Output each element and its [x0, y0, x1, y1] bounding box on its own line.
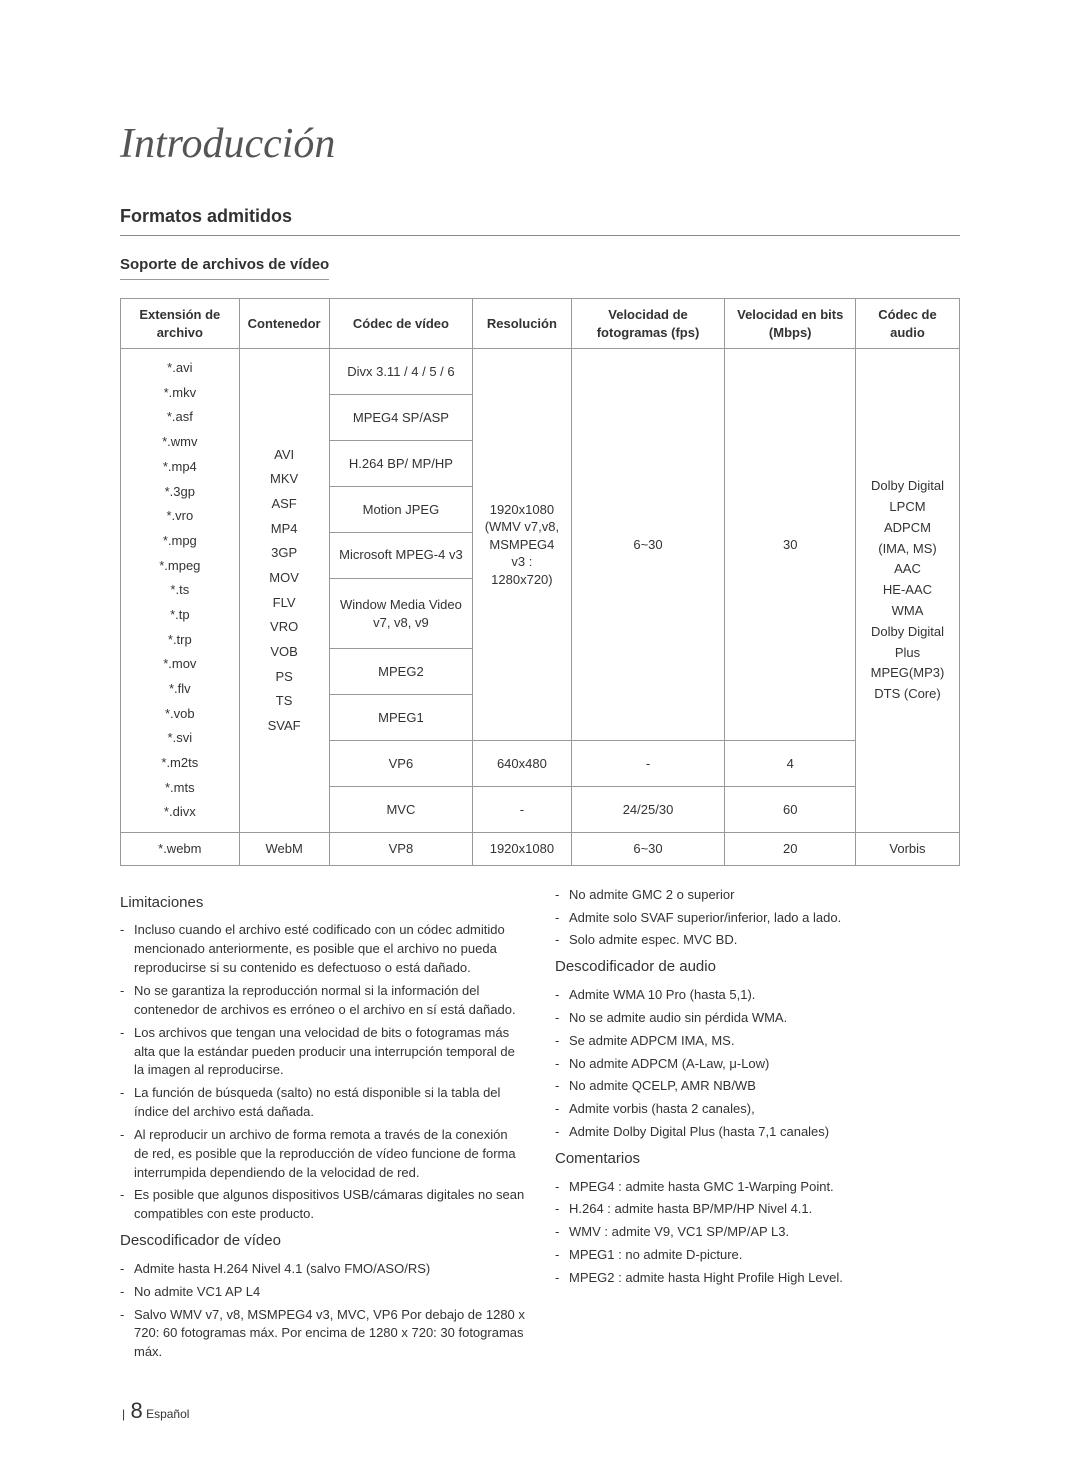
cell-fps-main: 6~30	[571, 349, 725, 741]
cell-webm-fps: 6~30	[571, 833, 725, 866]
list-item: Incluso cuando el archivo esté codificad…	[120, 921, 525, 978]
list-video-decoder: Admite hasta H.264 Nivel 4.1 (salvo FMO/…	[120, 1260, 525, 1362]
list-item: Admite WMA 10 Pro (hasta 5,1).	[555, 986, 960, 1005]
cell-vcodec-8: MPEG1	[329, 695, 473, 741]
cell-webm-acodec: Vorbis	[855, 833, 959, 866]
heading-limitaciones: Limitaciones	[120, 892, 525, 914]
cell-webm-container: WebM	[239, 833, 329, 866]
list-item: Los archivos que tengan una velocidad de…	[120, 1024, 525, 1081]
th-mbps: Velocidad en bits (Mbps)	[725, 299, 856, 349]
list-item: MPEG1 : no admite D-picture.	[555, 1246, 960, 1265]
cell-vp6-mbps: 4	[725, 741, 856, 787]
list-item: Al reproducir un archivo de forma remota…	[120, 1126, 525, 1183]
cell-vcodec-5: Microsoft MPEG-4 v3	[329, 532, 473, 578]
formats-table: Extensión de archivo Contenedor Códec de…	[120, 298, 960, 866]
right-column: No admite GMC 2 o superior Admite solo S…	[555, 886, 960, 1366]
footer-lang: Español	[146, 1407, 189, 1421]
list-limitaciones: Incluso cuando el archivo esté codificad…	[120, 921, 525, 1224]
cell-mbps-main: 30	[725, 349, 856, 741]
footer-sep: |	[122, 1407, 125, 1421]
footer-pagenum: 8	[130, 1398, 142, 1423]
cell-acodec-main: Dolby DigitalLPCMADPCM(IMA, MS)AACHE-AAC…	[855, 349, 959, 833]
heading-comments: Comentarios	[555, 1148, 960, 1170]
heading-audio-decoder: Descodificador de audio	[555, 956, 960, 978]
th-vcodec: Códec de vídeo	[329, 299, 473, 349]
list-item: WMV : admite V9, VC1 SP/MP/AP L3.	[555, 1223, 960, 1242]
cell-vcodec-7: MPEG2	[329, 649, 473, 695]
cell-vcodec-10: MVC	[329, 787, 473, 833]
heading-video-decoder: Descodificador de vídeo	[120, 1230, 525, 1252]
page-title: Introducción	[120, 120, 960, 168]
cell-vcodec-9: VP6	[329, 741, 473, 787]
th-res: Resolución	[473, 299, 571, 349]
list-item: MPEG4 : admite hasta GMC 1-Warping Point…	[555, 1178, 960, 1197]
cell-vcodec-1: Divx 3.11 / 4 / 5 / 6	[329, 349, 473, 395]
th-container: Contenedor	[239, 299, 329, 349]
cell-res-main: 1920x1080(WMV v7,v8,MSMPEG4 v3 :1280x720…	[473, 349, 571, 741]
th-acodec: Códec de audio	[855, 299, 959, 349]
list-item: Solo admite espec. MVC BD.	[555, 931, 960, 950]
list-continued: No admite GMC 2 o superior Admite solo S…	[555, 886, 960, 951]
cell-webm-mbps: 20	[725, 833, 856, 866]
cell-extensions: *.avi*.mkv*.asf*.wmv*.mp4*.3gp*.vro*.mpg…	[121, 349, 240, 833]
cell-mvc-res: -	[473, 787, 571, 833]
cell-vcodec-6: Window Media Video v7, v8, v9	[329, 578, 473, 649]
left-column: Limitaciones Incluso cuando el archivo e…	[120, 886, 525, 1366]
cell-webm-ext: *.webm	[121, 833, 240, 866]
list-comments: MPEG4 : admite hasta GMC 1-Warping Point…	[555, 1178, 960, 1288]
subsection-heading: Soporte de archivos de vídeo	[120, 256, 329, 280]
th-fps: Velocidad de fotogramas (fps)	[571, 299, 725, 349]
cell-mvc-fps: 24/25/30	[571, 787, 725, 833]
list-item: No se garantiza la reproducción normal s…	[120, 982, 525, 1020]
list-item: No admite ADPCM (A-Law, μ-Low)	[555, 1055, 960, 1074]
list-item: Salvo WMV v7, v8, MSMPEG4 v3, MVC, VP6 P…	[120, 1306, 525, 1363]
list-item: No admite QCELP, AMR NB/WB	[555, 1077, 960, 1096]
list-item: Es posible que algunos dispositivos USB/…	[120, 1186, 525, 1224]
th-ext: Extensión de archivo	[121, 299, 240, 349]
section-heading: Formatos admitidos	[120, 206, 960, 236]
cell-vcodec-4: Motion JPEG	[329, 486, 473, 532]
cell-vcodec-3: H.264 BP/ MP/HP	[329, 440, 473, 486]
list-item: La función de búsqueda (salto) no está d…	[120, 1084, 525, 1122]
cell-containers: AVIMKVASFMP43GPMOVFLVVROVOBPSTSSVAF	[239, 349, 329, 833]
cell-webm-vcodec: VP8	[329, 833, 473, 866]
list-item: Admite vorbis (hasta 2 canales),	[555, 1100, 960, 1119]
cell-webm-res: 1920x1080	[473, 833, 571, 866]
list-item: H.264 : admite hasta BP/MP/HP Nivel 4.1.	[555, 1200, 960, 1219]
list-item: Admite Dolby Digital Plus (hasta 7,1 can…	[555, 1123, 960, 1142]
list-item: Admite hasta H.264 Nivel 4.1 (salvo FMO/…	[120, 1260, 525, 1279]
list-audio-decoder: Admite WMA 10 Pro (hasta 5,1). No se adm…	[555, 986, 960, 1142]
page-footer: | 8 Español	[120, 1398, 189, 1424]
cell-vp6-fps: -	[571, 741, 725, 787]
list-item: No admite GMC 2 o superior	[555, 886, 960, 905]
cell-vcodec-2: MPEG4 SP/ASP	[329, 395, 473, 441]
list-item: MPEG2 : admite hasta Hight Profile High …	[555, 1269, 960, 1288]
list-item: Se admite ADPCM IMA, MS.	[555, 1032, 960, 1051]
list-item: No se admite audio sin pérdida WMA.	[555, 1009, 960, 1028]
cell-vp6-res: 640x480	[473, 741, 571, 787]
list-item: Admite solo SVAF superior/inferior, lado…	[555, 909, 960, 928]
list-item: No admite VC1 AP L4	[120, 1283, 525, 1302]
cell-mvc-mbps: 60	[725, 787, 856, 833]
